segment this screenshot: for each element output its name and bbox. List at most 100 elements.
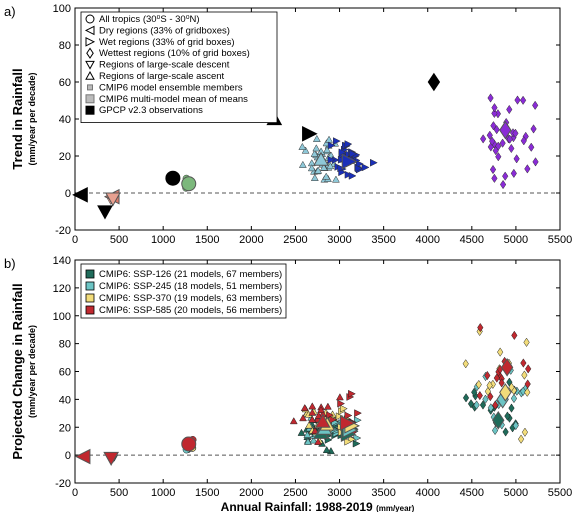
legend-swatch: [85, 269, 95, 279]
x-tick-label: 5000: [504, 487, 528, 499]
multi-model-mean-wet: [339, 415, 356, 431]
ensemble-member-wettest: [462, 393, 470, 403]
observation-descent: [97, 205, 113, 220]
ensemble-member-wet: [344, 437, 353, 446]
x-tick-label: 1000: [151, 487, 175, 499]
ensemble-member-wet: [344, 170, 353, 179]
panel-a: 0 500 1000 1500 2000 2500 3000 3500 4000 4500 5000…: [4, 3, 572, 246]
ensemble-member-ascent: [310, 149, 319, 157]
ensemble-member-wettest: [491, 103, 498, 113]
ensemble-member-wettest: [502, 427, 509, 437]
ensemble-member-wettest: [492, 400, 499, 410]
ensemble-member-wet: [361, 163, 370, 172]
legend-marker-2: [85, 36, 96, 47]
ensemble-member-ascent: [314, 166, 323, 174]
y-tick-label: 20: [59, 422, 71, 434]
y-tick-label: 60: [59, 367, 71, 379]
x-axis-label: Annual Rainfall: 1988-2019 (mm/year): [221, 500, 415, 512]
ensemble-member-wet: [352, 439, 361, 448]
ensemble-member-ascent: [299, 414, 307, 422]
x-tick-label: 2000: [239, 234, 263, 246]
multi-model-mean-all: [181, 176, 197, 192]
ensemble-member-wettest: [513, 154, 520, 164]
legend-label: Regions of large-scale ascent: [99, 71, 225, 82]
ensemble-member-ascent: [312, 144, 321, 152]
x-tick-label: 4000: [415, 234, 439, 246]
x-tick-label: 2500: [283, 487, 307, 499]
legend-marker-6: [87, 84, 93, 91]
ensemble-member-ascent: [314, 411, 323, 419]
legend-swatch: [85, 305, 95, 315]
y-axis-label: Trend in Rainfall: [10, 68, 25, 169]
legend-marker-0: [85, 14, 95, 24]
x-tick-label: 5000: [504, 234, 528, 246]
ensemble-member-ascent: [322, 445, 331, 454]
ensemble-member-ascent: [311, 426, 319, 434]
x-tick-label: 0: [72, 234, 78, 246]
ensemble-member-wet: [344, 411, 353, 420]
ensemble-member-wettest: [517, 434, 525, 444]
ensemble-member-wettest: [523, 337, 530, 347]
x-tick-label: 2000: [239, 487, 263, 499]
legend-label: CMIP6 model ensemble members: [99, 82, 243, 93]
x-tick-label: 3500: [371, 487, 395, 499]
ensemble-member-wettest: [510, 168, 517, 179]
ensemble-member-wettest: [475, 379, 482, 390]
ensemble-member-wettest: [471, 387, 478, 397]
y-axis-sublabel: (mm/year per decade): [27, 325, 37, 418]
x-tick-label: 3000: [327, 234, 351, 246]
y-tick-label: 100: [53, 311, 71, 323]
ensemble-member-wettest: [489, 136, 496, 146]
legend-label: CMIP6: SSP-370 (19 models, 63 members): [99, 293, 282, 304]
ensemble-member-wettest: [484, 370, 491, 381]
x-tick-label: 2500: [283, 234, 307, 246]
legend-marker-7: [85, 94, 95, 104]
y-tick-label: 0: [65, 188, 71, 200]
x-tick-label: 1000: [151, 234, 175, 246]
x-tick-label: 4500: [460, 234, 484, 246]
legend-box: [80, 263, 287, 319]
ensemble-member-wettest: [521, 370, 528, 380]
ensemble-member-wet: [329, 415, 338, 424]
x-tick-label: 4000: [415, 487, 439, 499]
ensemble-member-wettest: [510, 393, 518, 404]
ensemble-member-wettest: [480, 134, 487, 144]
legend-label: CMIP6: SSP-245 (18 models, 51 members): [99, 281, 282, 292]
x-tick-label: 5500: [548, 487, 572, 499]
x-axis-label-sub: (mm/year): [376, 504, 415, 512]
ensemble-member-wettest: [493, 124, 500, 135]
ensemble-member-ascent: [314, 437, 322, 445]
ensemble-member-ascent: [323, 402, 332, 410]
ensemble-member-wet: [355, 159, 364, 168]
ensemble-member-ascent: [298, 160, 307, 168]
ensemble-member-ascent: [298, 142, 307, 150]
legend-marker-1: [84, 25, 95, 36]
ensemble-member-wettest: [499, 179, 507, 190]
ensemble-member-ascent: [308, 415, 317, 423]
ensemble-member-wet: [348, 171, 357, 180]
ensemble-member-wet: [369, 158, 378, 167]
x-tick-label: 500: [110, 487, 128, 499]
ensemble-member-wettest: [504, 411, 511, 421]
ensemble-member-wettest: [514, 95, 521, 105]
ensemble-member-wettest: [489, 164, 497, 175]
ensemble-member-ascent: [308, 402, 317, 410]
ensemble-member-wettest: [512, 128, 519, 138]
ensemble-member-wettest: [491, 425, 499, 436]
multi-model-mean-wettest: [500, 358, 514, 377]
ensemble-member-wettest: [487, 391, 494, 402]
y-tick-label: 120: [53, 283, 71, 295]
ensemble-member-wettest: [492, 146, 499, 156]
legend-swatch: [85, 281, 95, 291]
multi-model-mean-descent: [103, 451, 120, 466]
y-tick-label: 80: [59, 339, 71, 351]
y-tick-label: 100: [53, 3, 71, 15]
legend-label: Regions of large-scale descent: [99, 60, 230, 71]
ensemble-member-wettest: [506, 134, 513, 144]
y-axis-label: Projected Change in Rainfall: [10, 283, 25, 459]
legend-label: CMIP6: SSP-126 (21 models, 67 members): [99, 269, 282, 280]
ensemble-member-ascent: [312, 134, 321, 142]
x-axis-label-main: Annual Rainfall: 1988-2019: [221, 500, 376, 512]
ensemble-member-wettest: [508, 382, 515, 392]
